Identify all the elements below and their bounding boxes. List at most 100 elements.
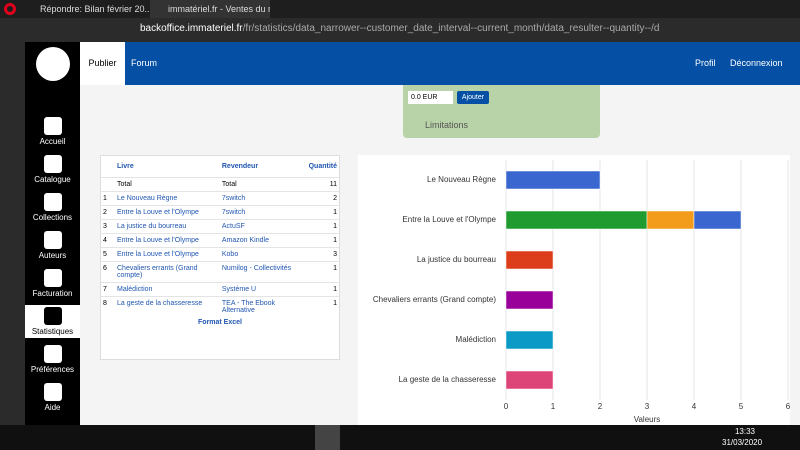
- cell: Entre la Louve et l'Olympe: [115, 247, 220, 262]
- y-tick-label: Malédiction: [456, 335, 496, 344]
- chart: 0 1 2 3 4 5 6 Valeurs Le Nouveau Règne Entre la L…: [358, 155, 790, 425]
- cell: 1: [306, 233, 339, 248]
- sidebar-icon: [43, 117, 62, 135]
- url[interactable]: backoffice.immateriel.fr/fr/statistics/d…: [140, 23, 660, 34]
- cell: 7switch: [219, 205, 307, 220]
- sidebar-item[interactable]: Catalogue: [25, 153, 80, 186]
- table-row: 3 La justice du bourreau ActuSF 1: [101, 219, 339, 234]
- sidebar-item[interactable]: Auteurs: [25, 229, 80, 262]
- cell: 4: [101, 233, 115, 248]
- x-tick-label: 3: [645, 402, 650, 411]
- browser-sidebar: [0, 42, 25, 425]
- sidebar-item[interactable]: Facturation: [25, 267, 80, 300]
- cell: 8: [101, 296, 115, 317]
- cell: Le Nouveau Règne: [115, 191, 220, 206]
- sidebar-label: Collections: [32, 213, 73, 222]
- bar-segment: [646, 210, 695, 230]
- x-tick-label: 6: [786, 402, 790, 411]
- url-domain: backoffice.immateriel.fr: [140, 23, 243, 34]
- tab[interactable]: immatériel.fr - Ventes du m...: [150, 0, 270, 18]
- cell: 1: [306, 261, 339, 283]
- cell: 3: [101, 219, 115, 234]
- cell: TEA - The Ebook Alternative: [219, 296, 307, 317]
- table-row: 6 Chevaliers errants (Grand compte) Numilo…: [101, 261, 339, 283]
- cell: Kobo: [219, 247, 307, 262]
- header-cell[interactable]: Revendeur: [221, 163, 259, 170]
- taskbar-app[interactable]: [315, 425, 340, 450]
- sidebar-label: Aide: [44, 403, 61, 412]
- cell: Entre la Louve et l'Olympe: [115, 233, 220, 248]
- header-cell[interactable]: Quantité: [308, 163, 337, 170]
- y-tick-label: La geste de la chasseresse: [399, 375, 497, 384]
- cell: Numilog - Collectivités: [219, 261, 307, 283]
- bar-segment: [505, 250, 554, 270]
- add-button[interactable]: Ajouter: [457, 91, 489, 104]
- app-logo[interactable]: [36, 47, 70, 81]
- table-row: 8 La geste de la chasseresse TEA - The Ebo…: [101, 296, 339, 317]
- sidebar-item[interactable]: Préférences: [25, 343, 80, 376]
- x-axis-label: Valeurs: [634, 415, 661, 424]
- address-bar: [0, 18, 800, 42]
- bar-segment: [693, 210, 742, 230]
- sidebar-item[interactable]: Statistiques: [25, 305, 80, 338]
- nav-item[interactable]: Publier: [80, 42, 125, 85]
- table: Livre Revendeur Quantité Total Total 11 1 Le N…: [101, 156, 339, 317]
- y-tick-label: Entre la Louve et l'Olympe: [402, 215, 496, 224]
- cell: Chevaliers errants (Grand compte): [115, 261, 220, 283]
- sidebar-icon: [43, 307, 62, 325]
- cell: 1: [101, 191, 115, 206]
- tab[interactable]: Répondre: Bilan février 20...: [40, 4, 150, 14]
- bar-segment: [505, 210, 648, 230]
- cell: Total: [219, 177, 307, 192]
- sidebar-icon: [43, 231, 62, 249]
- x-tick-label: 5: [739, 402, 744, 411]
- url-path: /fr/statistics/data_narrower--customer_d…: [242, 23, 660, 34]
- sidebar-label: Facturation: [32, 289, 73, 298]
- taskbar: [0, 425, 800, 450]
- bar-segment: [505, 370, 554, 390]
- cell: La justice du bourreau: [115, 219, 220, 234]
- cell: 7switch: [219, 191, 307, 206]
- cell: 3: [306, 247, 339, 262]
- sidebar-label: Catalogue: [34, 175, 71, 184]
- cell: 1: [306, 205, 339, 220]
- bar-segment: [505, 170, 601, 190]
- x-tick-label: 0: [504, 402, 509, 411]
- nav-item[interactable]: Déconnexion: [730, 58, 783, 68]
- sidebar-label: Auteurs: [38, 251, 67, 260]
- cell: 5: [101, 247, 115, 262]
- sidebar-item[interactable]: Aide: [25, 381, 80, 414]
- cell: 1: [306, 282, 339, 297]
- cell: 2: [101, 205, 115, 220]
- opera-logo[interactable]: [4, 3, 16, 15]
- excel-link[interactable]: Format Excel: [198, 319, 242, 326]
- limitations-toggle[interactable]: Limitations: [425, 120, 469, 130]
- y-tick-label: La justice du bourreau: [417, 255, 496, 264]
- currency-select[interactable]: 0.0 EUR: [408, 91, 453, 104]
- sidebar-item[interactable]: Accueil: [25, 115, 80, 148]
- sidebar-icon: [43, 155, 62, 173]
- sidebar-icon: [43, 269, 62, 287]
- cell: ActuSF: [219, 219, 307, 234]
- sidebar-label: Accueil: [39, 137, 66, 146]
- sidebar-label: Préférences: [30, 365, 75, 374]
- sidebar-label: Statistiques: [31, 327, 74, 336]
- sidebar-icon: [43, 345, 62, 363]
- y-tick-label: Le Nouveau Règne: [427, 175, 496, 184]
- nav-item[interactable]: Forum: [131, 58, 158, 68]
- bar-segment: [505, 290, 554, 310]
- header-cell[interactable]: Livre: [117, 163, 134, 170]
- sidebar-item[interactable]: Collections: [25, 191, 80, 224]
- table-row: 4 Entre la Louve et l'Olympe Amazon Kindle…: [101, 233, 339, 248]
- cell: 1: [306, 219, 339, 234]
- cell: Total: [115, 177, 220, 192]
- sidebar-icon: [43, 383, 62, 401]
- nav-item[interactable]: Profil: [695, 58, 716, 68]
- y-tick-label: Chevaliers errants (Grand compte): [373, 295, 496, 304]
- clock-time: 13:33: [734, 427, 756, 436]
- header: [80, 42, 800, 85]
- table-row: 1 Le Nouveau Règne 7switch 2: [101, 191, 339, 206]
- x-tick-label: 4: [692, 402, 697, 411]
- cell: Système U: [219, 282, 307, 297]
